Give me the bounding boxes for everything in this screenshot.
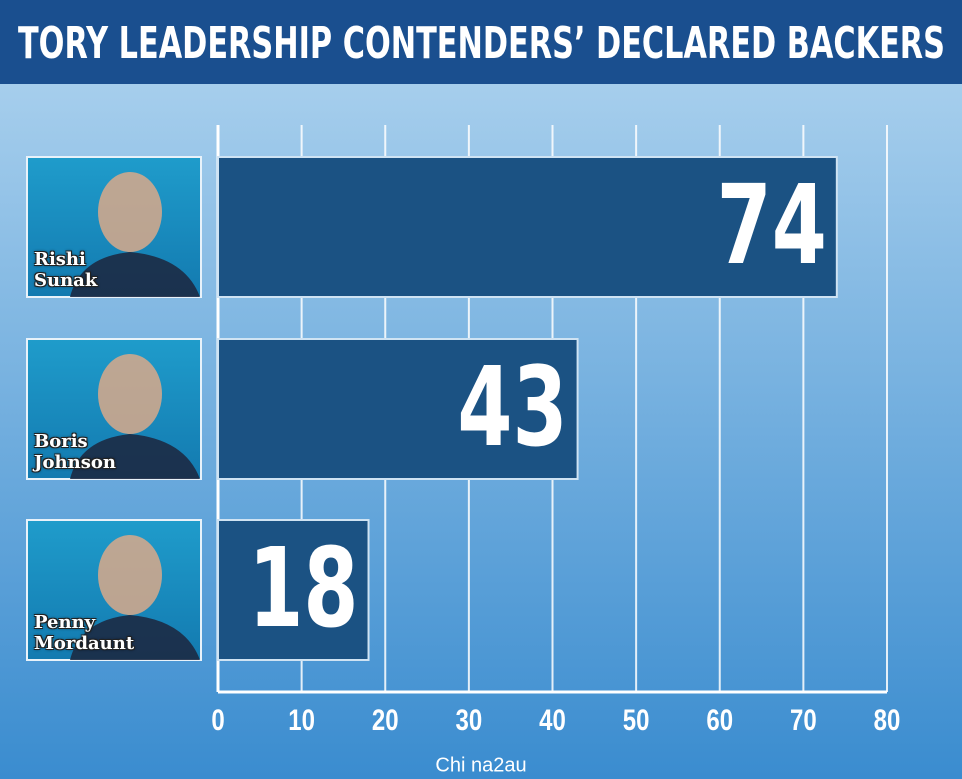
x-tick-label: 30	[456, 702, 483, 736]
x-tick-label: 70	[790, 702, 817, 736]
value-label: 43	[457, 343, 567, 472]
x-tick-label: 50	[623, 702, 650, 736]
bar	[217, 156, 838, 298]
photo-body	[70, 252, 200, 297]
chart-title: TORY LEADERSHIP CONTENDERS’ DECLARED BAC…	[18, 18, 945, 69]
category-label: Rishi Sunak	[34, 249, 98, 291]
x-tick-label: 10	[288, 702, 315, 736]
x-tick-label: 40	[539, 702, 566, 736]
bar-group: 74	[217, 156, 838, 298]
bar-group: 18	[217, 519, 370, 661]
value-label: 74	[717, 161, 827, 290]
x-tick-label: 80	[874, 702, 901, 736]
x-tick-label: 20	[372, 702, 399, 736]
x-tick-label: 0	[211, 702, 224, 736]
x-tick-label: 60	[706, 702, 733, 736]
bar	[217, 338, 579, 480]
category-label: Boris Johnson	[34, 431, 116, 473]
photo-head	[98, 354, 162, 434]
header	[0, 0, 962, 84]
watermark: Chi na2au	[435, 754, 526, 776]
bar	[217, 519, 370, 661]
photo-head	[98, 172, 162, 252]
category-label: Penny Mordaunt	[34, 612, 135, 654]
value-label: 18	[248, 524, 358, 653]
photo-body	[70, 615, 200, 660]
photo-body	[70, 434, 200, 479]
bar-group: 43	[217, 338, 579, 480]
photo-head	[98, 535, 162, 615]
